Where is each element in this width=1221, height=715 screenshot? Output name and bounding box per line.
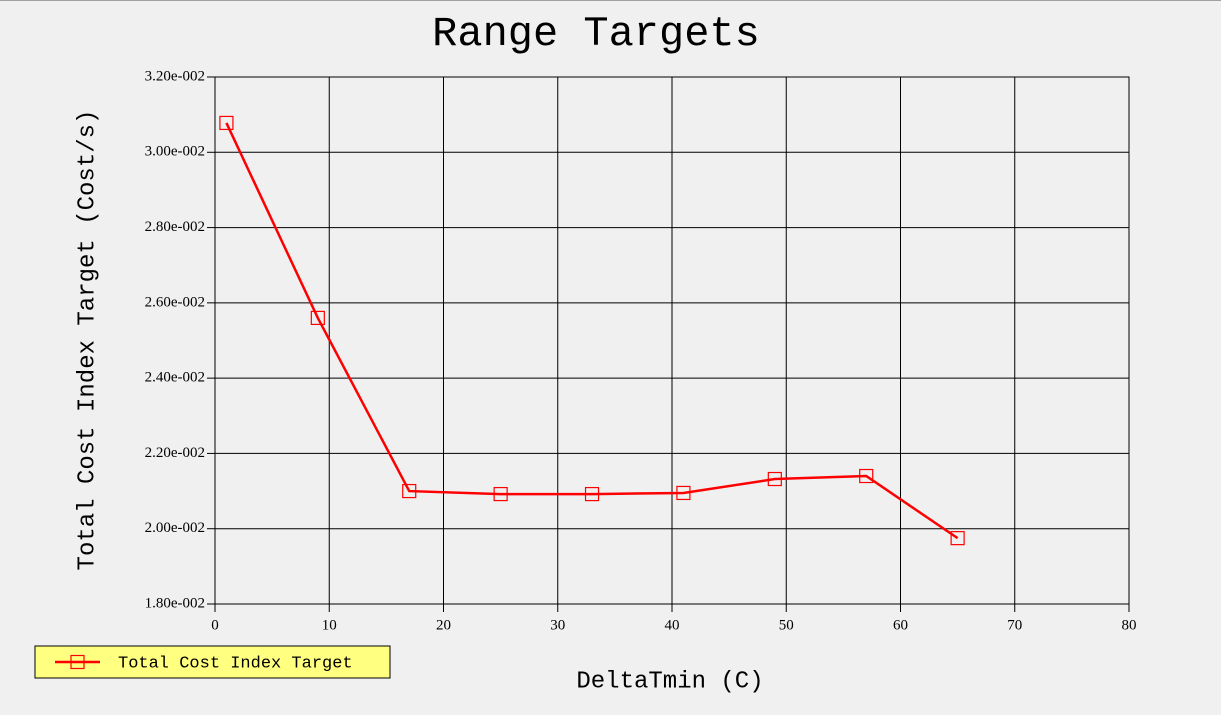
x-tick-label: 80 [1122,617,1137,633]
point-marker [219,115,234,131]
y-axis-label: Total Cost Index Target (Cost/s) [74,110,101,571]
y-tick-label: 1.80e-002 [145,595,205,611]
point-marker [676,485,691,501]
y-tick-label: 2.00e-002 [145,520,205,536]
legend-marker [70,654,85,670]
point-marker [859,468,874,484]
y-tick-label: 2.40e-002 [145,370,205,386]
x-tick-label: 40 [665,617,680,633]
x-tick-label: 30 [550,617,565,633]
legend-label: Total Cost Index Target [118,654,353,673]
y-tick-label: 3.00e-002 [145,144,205,160]
point-marker [310,310,325,326]
x-axis-label: DeltaTmin (C) [576,668,763,695]
point-marker [584,486,600,502]
chart-title: Range Targets [432,10,760,58]
plot-frame [214,76,1130,605]
series-line [225,122,959,540]
y-tick-label: 2.80e-002 [145,219,205,235]
y-tick-label: 2.20e-002 [145,445,205,461]
x-tick-label: 70 [1007,617,1022,633]
point-marker [767,471,782,487]
x-tick-label: 0 [211,617,219,633]
y-tick-label: 2.60e-002 [145,294,205,310]
y-tick-label: 3.20e-002 [145,68,205,84]
x-tick-label: 50 [779,617,794,633]
x-tick-label: 10 [322,617,337,633]
x-tick-label: 60 [893,617,908,633]
point-marker [950,531,965,546]
point-marker [493,486,508,502]
point-marker [402,483,417,499]
x-tick-label: 20 [436,617,451,633]
